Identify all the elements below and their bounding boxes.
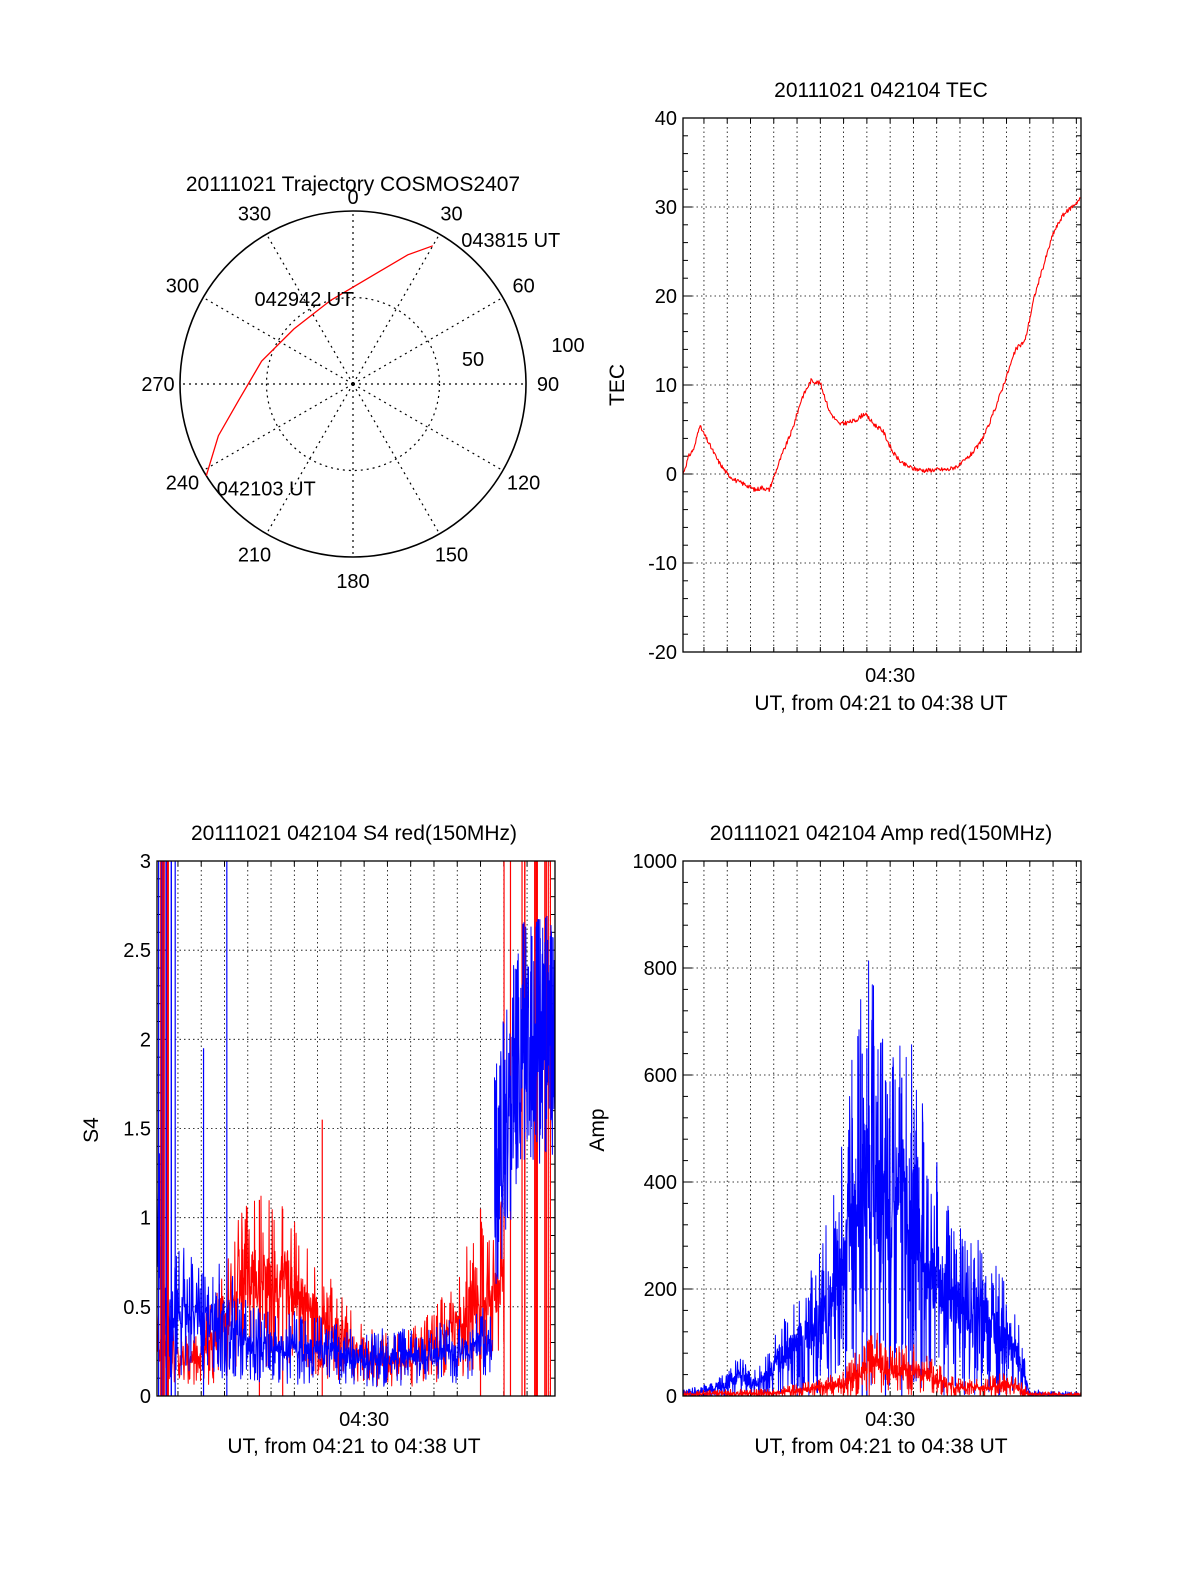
y-tick-label: 1 [140, 1208, 151, 1230]
polar-azimuth-label: 330 [238, 203, 271, 225]
polar-spoke [352, 383, 441, 535]
y-tick-label: -10 [648, 553, 677, 575]
polar-grid [179, 210, 527, 558]
trajectory-time-label: 042942 UT [254, 289, 353, 311]
trajectory-time-label: 043815 UT [461, 230, 560, 252]
y-tick-label: 600 [644, 1065, 677, 1087]
trajectory-polar-plot: 20111021 Trajectory COSMOS2407 0 30 60 90 12… [141, 173, 584, 593]
y-tick-label: 400 [644, 1172, 677, 1194]
y-tick-label: 3 [140, 851, 151, 873]
polar-radial-label: 50 [462, 349, 484, 371]
y-tick-label: 0 [140, 1386, 151, 1408]
polar-azimuth-label: 150 [435, 545, 468, 567]
polar-inner-ring [265, 296, 441, 472]
x-tick-label: 04:30 [865, 665, 915, 687]
s4-xlabel: UT, from 04:21 to 04:38 UT [227, 1435, 480, 1458]
y-tick-label: 2 [140, 1029, 151, 1051]
polar-labels: 0 30 60 90 120 150 180 210 240 270 300 330 50 100 [141, 187, 584, 593]
polar-spoke [352, 383, 504, 472]
polar-azimuth-label: 60 [512, 276, 534, 298]
x-tick-label: 04:30 [865, 1409, 915, 1431]
series-line-blue-tail [494, 915, 555, 1284]
polar-azimuth-label: 210 [238, 545, 271, 567]
tec-ylabel: TEC [606, 364, 629, 406]
y-tick-label: 40 [655, 108, 677, 130]
y-tick-label: 0 [666, 1386, 677, 1408]
polar-spoke [202, 296, 354, 385]
series-group [157, 861, 555, 1396]
y-tick-label: 1000 [633, 851, 678, 873]
series-line-blue [157, 1153, 493, 1388]
y-tick-label: 200 [644, 1279, 677, 1301]
s4-ylabel: S4 [80, 1117, 103, 1143]
y-tick-label: 0 [666, 464, 677, 486]
y-tick-label: -20 [648, 642, 677, 664]
polar-azimuth-label: 120 [507, 473, 540, 495]
series-line-red [157, 1195, 505, 1387]
polar-outer-ring [179, 210, 527, 558]
y-tick-label: 1.5 [123, 1119, 151, 1141]
trajectory-time-label: 042103 UT [217, 479, 316, 501]
amp-ylabel: Amp [586, 1108, 609, 1151]
polar-title: 20111021 Trajectory COSMOS2407 [186, 173, 520, 196]
tec-xlabel: UT, from 04:21 to 04:38 UT [754, 692, 1007, 715]
polar-spoke [265, 383, 354, 535]
amp-plot: 20111021 042104 Amp red(150MHz) UT, from… [586, 822, 1082, 1458]
polar-radial-label: 100 [551, 335, 584, 357]
amp-title: 20111021 042104 Amp red(150MHz) [710, 822, 1052, 845]
polar-azimuth-label: 240 [166, 473, 199, 495]
y-tick-label: 20 [655, 286, 677, 308]
polar-azimuth-label: 90 [537, 374, 559, 396]
s4-plot: 20111021 042104 S4 red(150MHz) UT, from … [80, 822, 556, 1458]
y-tick-label: 30 [655, 197, 677, 219]
polar-azimuth-label: 0 [347, 187, 358, 209]
s4-title: 20111021 042104 S4 red(150MHz) [191, 822, 517, 845]
plot-frame [682, 117, 1082, 653]
series-group [683, 197, 1081, 493]
trajectory-line [205, 245, 434, 476]
polar-spoke [352, 296, 504, 385]
series-line-red [683, 197, 1081, 493]
polar-trajectory: 043815 UT 042942 UT 042103 UT [205, 230, 560, 501]
polar-azimuth-label: 30 [440, 203, 462, 225]
plot-frame [682, 860, 1082, 1397]
y-tick-label: 800 [644, 958, 677, 980]
amp-xlabel: UT, from 04:21 to 04:38 UT [754, 1435, 1007, 1458]
tec-title: 20111021 042104 TEC [774, 79, 988, 102]
series-line-red [683, 1332, 1081, 1396]
y-tick-label: 2.5 [123, 940, 151, 962]
y-tick-label: 0.5 [123, 1297, 151, 1319]
polar-spoke [265, 233, 354, 385]
plot-frame [156, 860, 556, 1397]
polar-azimuth-label: 270 [141, 374, 174, 396]
series-line-blue [683, 960, 1081, 1396]
polar-spoke [202, 383, 354, 472]
series-group [683, 960, 1081, 1396]
x-tick-label: 04:30 [339, 1409, 389, 1431]
polar-spoke [352, 233, 441, 385]
tec-plot: 20111021 042104 TEC UT, from 04:21 to 04… [606, 79, 1082, 715]
polar-azimuth-label: 180 [336, 571, 369, 593]
y-tick-label: 10 [655, 375, 677, 397]
polar-azimuth-label: 300 [166, 276, 199, 298]
